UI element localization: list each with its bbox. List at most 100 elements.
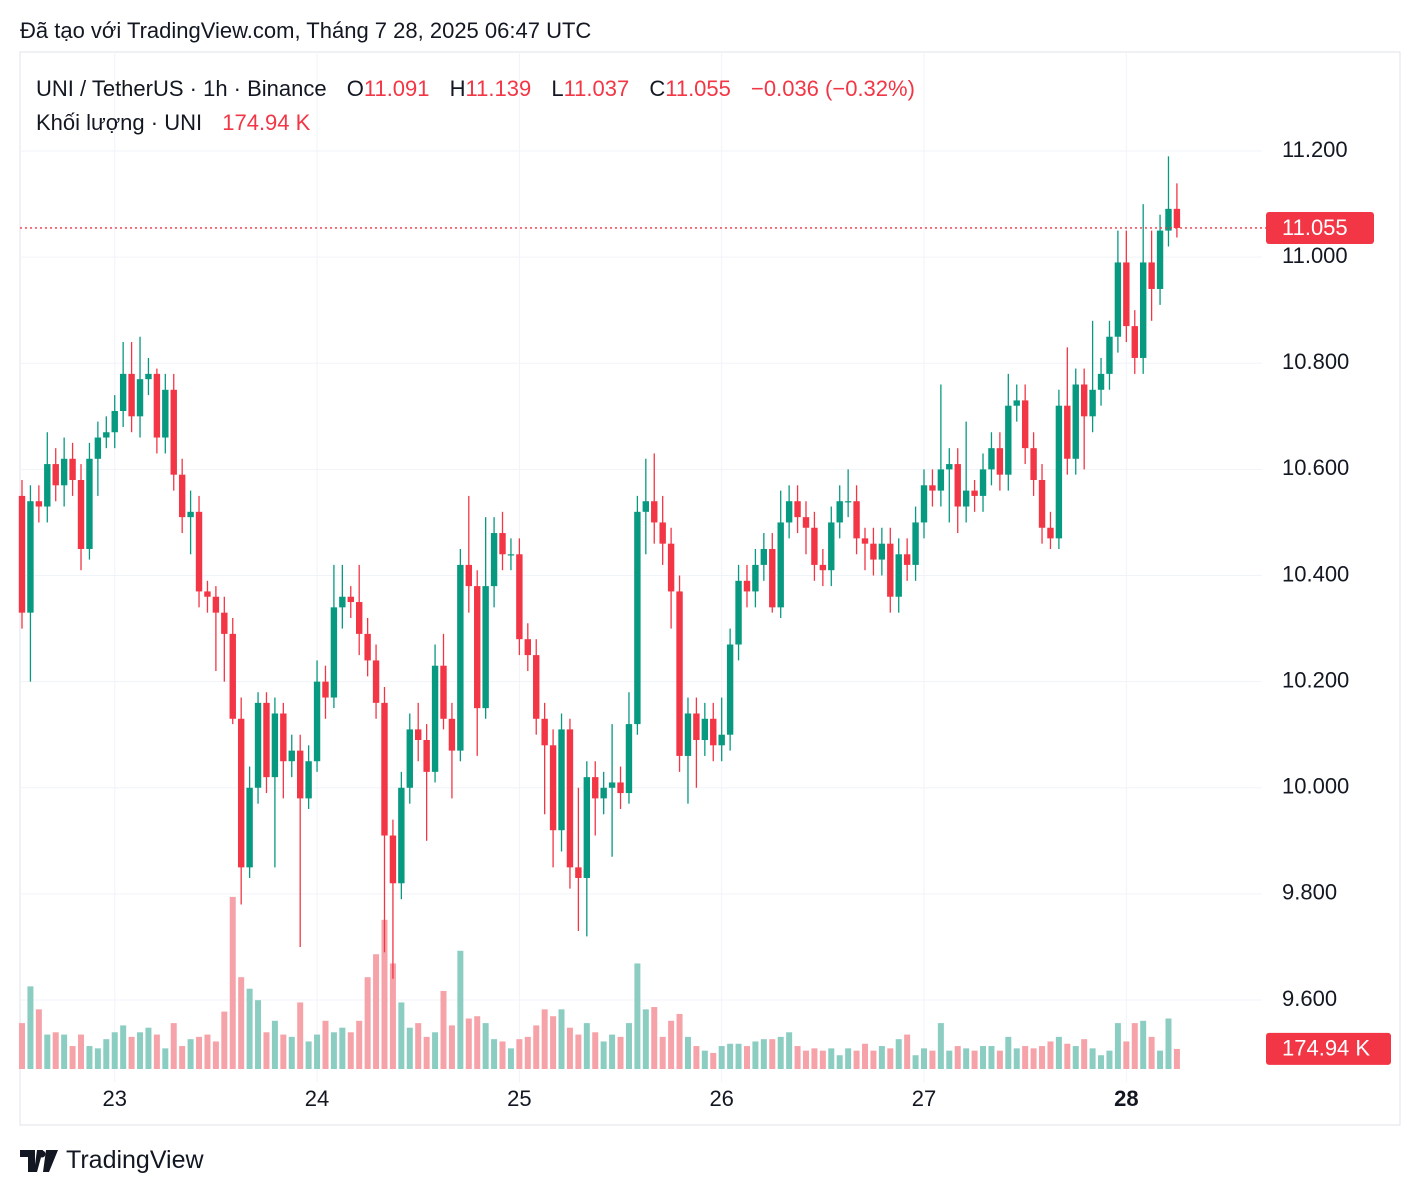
volume-bar xyxy=(1131,1023,1138,1069)
candle-body xyxy=(659,522,666,544)
candle-body xyxy=(423,740,430,772)
volume-bar xyxy=(853,1050,860,1069)
candle-body xyxy=(592,777,599,799)
volume-bar xyxy=(769,1039,776,1069)
candle-body xyxy=(1131,326,1138,358)
volume-bar xyxy=(170,1023,177,1069)
volume-bar xyxy=(27,986,34,1069)
volume-bar xyxy=(373,954,380,1069)
candle-body xyxy=(507,554,515,556)
volume-bar xyxy=(786,1032,793,1069)
volume-bar xyxy=(103,1039,110,1069)
volume-bar xyxy=(609,1034,616,1069)
y-tick-label: 10.000 xyxy=(1282,774,1349,799)
volume-bar xyxy=(35,1009,42,1069)
candle-body xyxy=(111,411,118,433)
ohlc-row: UNI / TetherUS · 1h · Binance O11.091 H1… xyxy=(36,72,915,106)
volume-bar xyxy=(642,1009,649,1069)
candle-body xyxy=(1030,448,1037,480)
volume-bar xyxy=(1123,1041,1130,1069)
candle-body xyxy=(617,782,624,794)
volume-bar xyxy=(541,1009,548,1069)
candle-body xyxy=(878,543,886,560)
candle-body xyxy=(903,554,911,565)
candle-body xyxy=(954,464,961,507)
candle-body xyxy=(819,564,827,571)
candle-body xyxy=(263,702,270,778)
volume-bar xyxy=(634,963,641,1069)
candle-body xyxy=(937,469,945,491)
candle-body xyxy=(296,750,304,799)
candle-body xyxy=(389,835,397,884)
volume-bar xyxy=(1106,1050,1113,1069)
volume-bar xyxy=(432,1032,439,1069)
candle-body xyxy=(1123,262,1130,327)
candle-body xyxy=(549,745,557,831)
volume-bar xyxy=(364,977,371,1069)
candle-body xyxy=(246,787,253,868)
volume-bar xyxy=(120,1025,127,1069)
candle-body xyxy=(769,548,776,608)
last-price-label: 11.055 xyxy=(1282,215,1348,240)
ohlc-value: 11.037 xyxy=(563,76,630,101)
volume-bar xyxy=(1022,1046,1029,1069)
volume-bar xyxy=(668,1020,675,1069)
volume-bar xyxy=(491,1039,498,1069)
x-tick-label: 27 xyxy=(912,1086,936,1111)
candle-body xyxy=(929,485,936,491)
candle-body xyxy=(752,564,759,592)
symbol: UNI / TetherUS · 1h · Binance xyxy=(36,76,327,101)
volume-bar xyxy=(111,1032,118,1069)
candle-body xyxy=(339,596,346,608)
candle-body xyxy=(962,490,970,507)
volume-bar xyxy=(1055,1036,1062,1069)
candle-body xyxy=(887,543,894,597)
candle-body xyxy=(853,501,860,539)
candle-body xyxy=(1055,405,1063,539)
candle-body xyxy=(187,511,194,518)
volume-bar xyxy=(347,1032,354,1069)
candle-body xyxy=(794,501,801,518)
y-tick-label: 10.200 xyxy=(1282,667,1349,692)
ohlc-label: H xyxy=(449,76,466,101)
volume-bar xyxy=(575,1034,582,1069)
candle-body xyxy=(35,501,43,507)
volume-bar xyxy=(153,1034,160,1069)
volume-bar xyxy=(499,1041,506,1069)
candle-body xyxy=(372,660,380,703)
volume-bar xyxy=(162,1048,169,1069)
logo xyxy=(20,1149,58,1172)
volume-bar xyxy=(1098,1055,1105,1069)
candle-body xyxy=(735,580,742,645)
candle-body xyxy=(128,373,135,417)
volume-bar xyxy=(988,1046,995,1069)
volume-bar xyxy=(1114,1023,1121,1069)
candle-body xyxy=(271,713,279,778)
candle-body xyxy=(836,501,843,523)
volume-bar xyxy=(625,1023,632,1069)
candle-body xyxy=(1047,527,1054,539)
candle-body xyxy=(946,464,953,470)
volume-bar xyxy=(94,1048,101,1069)
candle-body xyxy=(103,432,110,438)
x-tick-label: 28 xyxy=(1114,1086,1138,1111)
volume-bar xyxy=(743,1046,750,1069)
volume-bar xyxy=(566,1027,573,1069)
candle-body xyxy=(415,729,422,741)
footer: TradingView xyxy=(20,1146,204,1175)
candle-body xyxy=(136,379,144,417)
candle-body xyxy=(52,464,59,486)
volume-bar xyxy=(836,1055,843,1069)
candle-body xyxy=(701,718,709,741)
volume-bar xyxy=(297,1002,304,1069)
volume-bar xyxy=(255,1000,262,1069)
candle-body xyxy=(288,750,295,762)
volume-bar xyxy=(524,1036,531,1069)
volume-bar xyxy=(1047,1041,1054,1069)
volume-bar xyxy=(1089,1048,1096,1069)
volume-bar xyxy=(862,1043,868,1069)
ohlc-value: 11.139 xyxy=(465,76,532,101)
candle-body xyxy=(1106,336,1113,374)
volume-bar xyxy=(760,1039,767,1069)
